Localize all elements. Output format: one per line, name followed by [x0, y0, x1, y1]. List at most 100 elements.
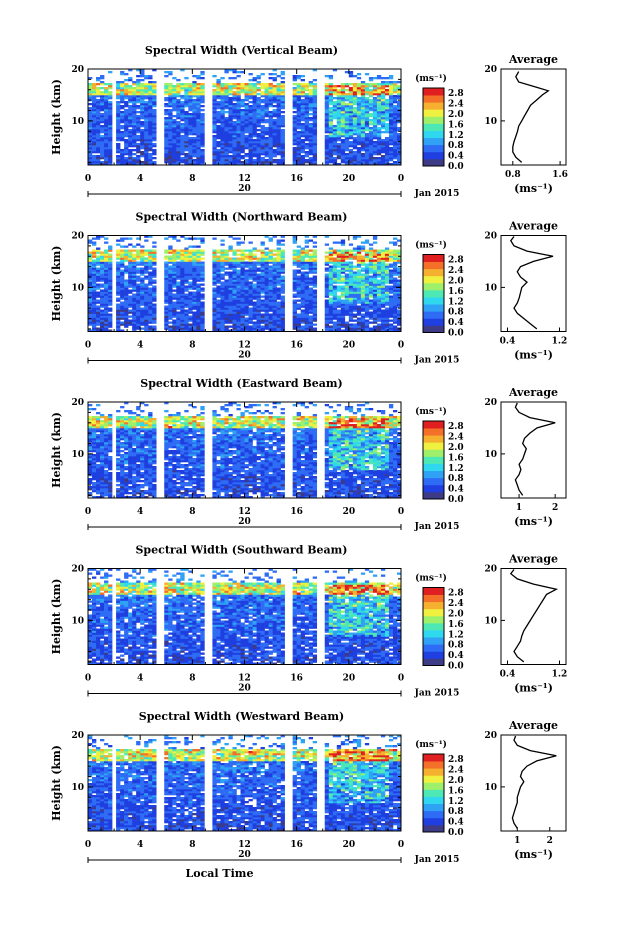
colorbar-segment [423, 109, 444, 117]
time-tick-label: 8 [189, 840, 195, 850]
colorbar-segment [423, 261, 444, 270]
average-title: Average [508, 386, 558, 399]
time-tick-label: 16 [290, 674, 303, 684]
colorbar-segment [423, 123, 444, 131]
height-tick-label: 20 [71, 65, 84, 75]
colorbar-tick-label: 0.4 [448, 152, 464, 162]
date-day-label: 20 [238, 517, 251, 527]
colorbar-tick-label: 1.2 [448, 464, 464, 474]
colorbar-frame [422, 420, 445, 500]
time-tick-label: 16 [290, 341, 303, 351]
time-tick-label: 4 [137, 174, 143, 184]
colorbar-tick-label: 0.4 [448, 485, 464, 495]
colorbar-tick-label: 0.8 [448, 141, 464, 151]
colorbar-segment [423, 817, 444, 826]
y-axis-label: Height (km) [50, 745, 63, 821]
time-tick-label: 0 [398, 341, 404, 351]
colorbar-segment [423, 768, 444, 776]
colorbar-unit: (ms⁻¹) [415, 73, 447, 84]
colorbar-segment [423, 254, 444, 262]
heatmap-cells [88, 402, 402, 499]
time-tick-label: 4 [137, 507, 143, 517]
date-label: Jan 2015 [414, 522, 460, 532]
colorbar-segment [423, 325, 444, 333]
time-tick-label: 0 [398, 840, 404, 850]
y-axis-label: Height (km) [50, 412, 63, 488]
colorbar-segment [423, 297, 444, 305]
colorbar-tick-label: 0.8 [448, 474, 464, 484]
average-x-tick-label: 1.6 [552, 170, 568, 180]
time-tick-label: 20 [343, 840, 356, 850]
colorbar-tick-label: 0.0 [448, 162, 464, 172]
average-height-label: 20 [484, 731, 497, 741]
colorbar-segment [423, 304, 444, 312]
panel-title: Spectral Width (Eastward Beam) [140, 377, 342, 390]
time-tick-label: 4 [137, 341, 143, 351]
average-x-tick-label: 0.4 [500, 337, 516, 347]
colorbar-tick-label: 0.4 [448, 818, 464, 828]
date-label: Jan 2015 [414, 356, 460, 366]
colorbar-tick-label: 1.2 [448, 797, 464, 807]
colorbar [423, 754, 444, 833]
average-x-tick-label: 1.2 [552, 670, 568, 680]
colorbar-tick-label: 2.8 [448, 89, 464, 99]
colorbar-tick-label: 2.8 [448, 755, 464, 765]
colorbar-segment [423, 782, 444, 790]
time-tick-label: 0 [85, 174, 91, 184]
colorbar-segment [423, 810, 444, 819]
colorbar-tick-label: 2.8 [448, 589, 464, 599]
average-height-label: 20 [484, 232, 497, 242]
time-tick-label: 12 [238, 341, 251, 351]
time-tick-label: 4 [137, 840, 143, 850]
panel-1: Spectral Width (Vertical Beam) 20 10 Height… [50, 44, 568, 199]
colorbar-tick-label: 2.0 [448, 610, 464, 620]
colorbar-segment [423, 158, 444, 167]
colorbar-tick-label: 2.0 [448, 110, 464, 120]
colorbar-segment [423, 456, 444, 464]
average-x-tick-label: 2 [552, 503, 558, 513]
height-tick-label: 10 [71, 616, 84, 626]
colorbar-segment [423, 463, 444, 472]
average-x-tick-label: 2 [547, 836, 553, 846]
colorbar-frame [422, 254, 445, 333]
colorbar [423, 88, 444, 167]
average-profile-line [514, 402, 556, 496]
colorbar-segment [423, 775, 444, 783]
average-x-label: (ms⁻¹) [514, 349, 553, 362]
average-title: Average [508, 53, 558, 66]
time-tick-label: 8 [189, 507, 195, 517]
x-axis-label: Local Time [186, 867, 254, 880]
time-tick-label: 8 [189, 174, 195, 184]
average-frame [500, 235, 567, 332]
colorbar-segment [423, 761, 444, 769]
colorbar-tick-label: 1.2 [448, 297, 464, 307]
average-height-label: 20 [484, 398, 497, 408]
colorbar-segment [423, 88, 444, 96]
time-tick-label: 0 [85, 674, 91, 684]
colorbar-tick-label: 1.6 [448, 287, 464, 297]
panel-2: Spectral Width (Northward Beam) 20 10 Heigh… [50, 211, 567, 366]
colorbar-segment [423, 151, 444, 160]
panel-title: Spectral Width (Vertical Beam) [145, 44, 338, 57]
colorbar-segment [423, 594, 444, 603]
height-tick-label: 20 [71, 731, 84, 741]
colorbar-segment [423, 449, 444, 457]
colorbar-segment [423, 95, 444, 103]
time-tick-label: 20 [343, 674, 356, 684]
time-tick-label: 12 [238, 507, 251, 517]
date-label: Jan 2015 [414, 189, 460, 199]
colorbar-tick-label: 0.0 [448, 828, 464, 838]
time-tick-label: 8 [189, 674, 195, 684]
colorbar [423, 587, 444, 666]
average-title: Average [508, 719, 558, 732]
colorbar-frame [422, 87, 445, 167]
average-height-label: 10 [484, 450, 497, 460]
average-x-tick-label: 1 [516, 503, 522, 513]
colorbar-tick-label: 2.4 [448, 599, 464, 609]
average-x-tick-label: 1 [514, 836, 520, 846]
average-height-label: 10 [484, 783, 497, 793]
panel-4: Spectral Width (Southward Beam) 20 10 Heigh… [50, 544, 567, 699]
time-tick-label: 0 [398, 174, 404, 184]
colorbar-tick-label: 0.8 [448, 308, 464, 318]
average-profile-line [510, 236, 554, 330]
